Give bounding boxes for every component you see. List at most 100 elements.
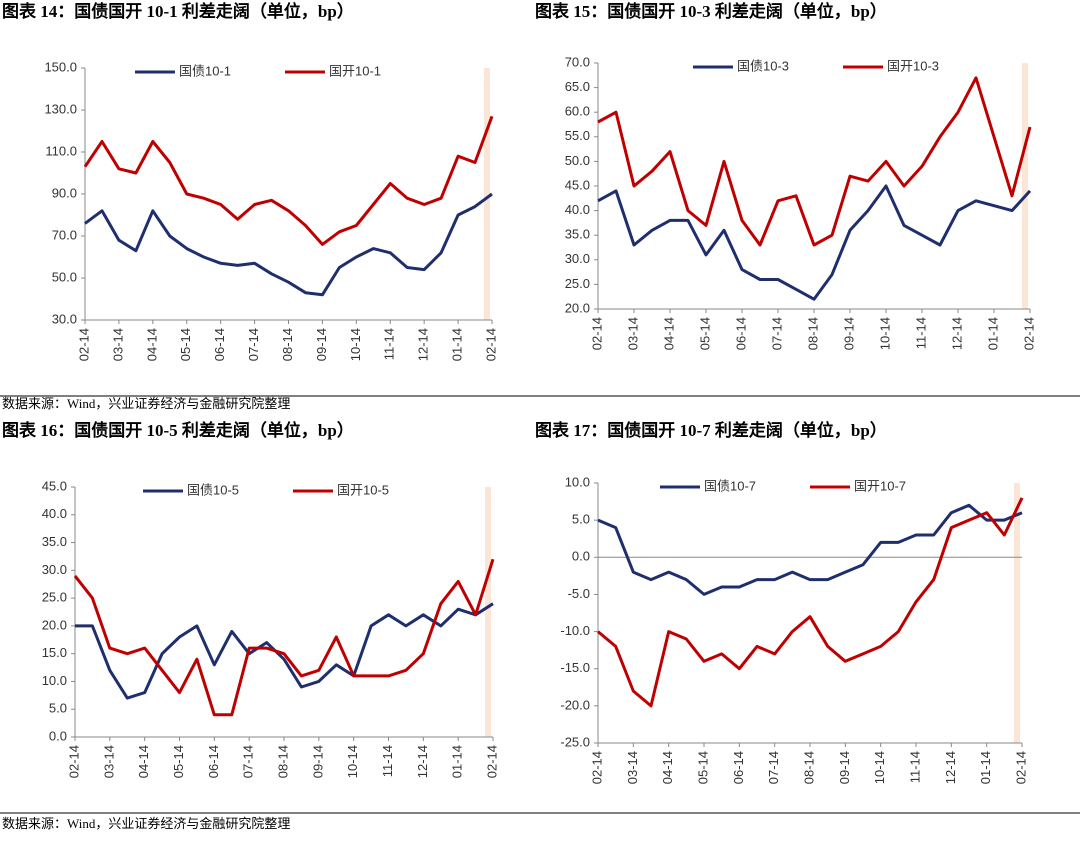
y-tick-label: 20.0 [42,617,67,632]
y-tick-label: 0.0 [572,549,590,564]
y-tick-label: 150.0 [44,59,77,74]
legend-label: 国债10-3 [737,58,789,73]
highlight-band [484,68,490,320]
x-tick-label: 01-14 [978,751,993,784]
y-tick-label: -15.0 [560,660,590,675]
x-tick-label: 06-14 [212,328,227,361]
x-tick-label: 07-14 [766,751,781,784]
x-tick-label: 10-14 [345,745,360,778]
x-tick-label: 07-14 [769,317,784,350]
x-tick-label: 12-14 [943,751,958,784]
x-tick-label: 08-14 [280,328,295,361]
y-tick-label: 20.0 [565,300,590,315]
legend-label: 国债10-1 [179,63,231,78]
chart-title: 图表 16：国债国开 10-5 利差走阔（单位，bp） [2,420,354,440]
y-tick-label: 40.0 [42,506,67,521]
y-tick-label: 5.0 [49,701,67,716]
x-tick-label: 02-14 [589,751,604,784]
x-tick-label: 07-14 [241,745,256,778]
series-line [84,192,493,297]
y-tick-label: 40.0 [565,202,590,217]
x-tick-label: 02-14 [483,328,498,361]
x-tick-label: 03-14 [110,328,125,361]
x-tick-label: 05-14 [695,751,710,784]
x-tick-label: 08-14 [801,751,816,784]
y-tick-label: 30.0 [52,311,77,326]
highlight-band [1022,63,1028,309]
legend-label: 国开10-5 [337,482,389,497]
y-tick-label: 50.0 [52,269,77,284]
x-tick-label: 10-14 [877,317,892,350]
y-tick-label: 110.0 [45,143,77,158]
x-tick-label: 10-14 [872,751,887,784]
y-tick-label: 35.0 [565,227,590,242]
series-line [73,558,495,717]
legend-label: 国开10-1 [329,63,381,78]
y-tick-label: 30.0 [565,251,590,266]
y-tick-label: 50.0 [565,153,590,168]
x-tick-label: 11-14 [380,745,395,777]
x-tick-label: 06-14 [206,745,221,778]
legend-label: 国开10-7 [854,478,906,493]
x-tick-label: 04-14 [660,751,675,784]
y-tick-label: 30.0 [42,562,67,577]
x-tick-label: 09-14 [314,328,329,361]
x-tick-label: 09-14 [841,317,856,350]
x-tick-label: 06-14 [733,317,748,350]
chart-title: 图表 14：国债国开 10-1 利差走阔（单位，bp） [2,1,354,21]
legend-label: 国债10-7 [704,478,756,493]
x-tick-label: 01-14 [985,317,1000,350]
y-tick-label: 10.0 [565,474,590,489]
y-tick-label: 25.0 [42,590,67,605]
y-tick-label: 45.0 [565,177,590,192]
series-line [597,184,1032,301]
x-tick-label: 06-14 [731,751,746,784]
y-tick-label: 130.0 [44,101,77,116]
source-note: 数据来源：Wind，兴业证券经济与金融研究院整理 [2,816,290,831]
x-tick-label: 03-14 [625,317,640,350]
y-tick-label: 70.0 [565,54,590,69]
chart-title: 图表 15：国债国开 10-3 利差走阔（单位，bp） [535,1,887,21]
x-tick-label: 11-14 [907,751,922,783]
legend-label: 国开10-3 [887,58,939,73]
x-tick-label: 12-14 [949,317,964,350]
x-tick-label: 07-14 [246,328,261,361]
x-tick-label: 12-14 [415,745,430,778]
y-tick-label: 35.0 [42,534,67,549]
x-tick-label: 04-14 [136,745,151,778]
y-tick-label: 15.0 [42,645,67,660]
x-tick-label: 08-14 [275,745,290,778]
x-tick-label: 09-14 [837,751,852,784]
x-tick-label: 05-14 [178,328,193,361]
series-line [597,497,1024,708]
y-tick-label: 55.0 [565,128,590,143]
x-tick-label: 02-14 [589,317,604,350]
y-tick-label: 70.0 [52,227,77,242]
source-note: 数据来源：Wind，兴业证券经济与金融研究院整理 [2,396,290,411]
y-tick-label: 25.0 [565,276,590,291]
x-tick-label: 05-14 [697,317,712,350]
highlight-band [485,487,491,737]
x-tick-label: 09-14 [310,745,325,778]
y-tick-label: -25.0 [560,734,590,749]
x-tick-label: 11-14 [913,317,928,349]
x-tick-label: 02-14 [66,745,81,778]
x-tick-label: 01-14 [450,328,465,361]
x-tick-label: 01-14 [450,745,465,778]
series-line [597,503,1023,596]
y-tick-label: 10.0 [42,673,67,688]
y-tick-label: 65.0 [565,79,590,94]
x-tick-label: 03-14 [625,751,640,784]
y-tick-label: 0.0 [49,728,67,743]
y-tick-label: -10.0 [560,623,590,638]
series-line [597,76,1032,247]
y-tick-label: 5.0 [572,512,590,527]
series-line [75,602,494,700]
highlight-band [1014,483,1020,743]
x-tick-label: 12-14 [416,328,431,361]
x-tick-label: 04-14 [661,317,676,350]
y-tick-label: -5.0 [568,586,590,601]
series-line [83,115,494,246]
x-tick-label: 03-14 [101,745,116,778]
